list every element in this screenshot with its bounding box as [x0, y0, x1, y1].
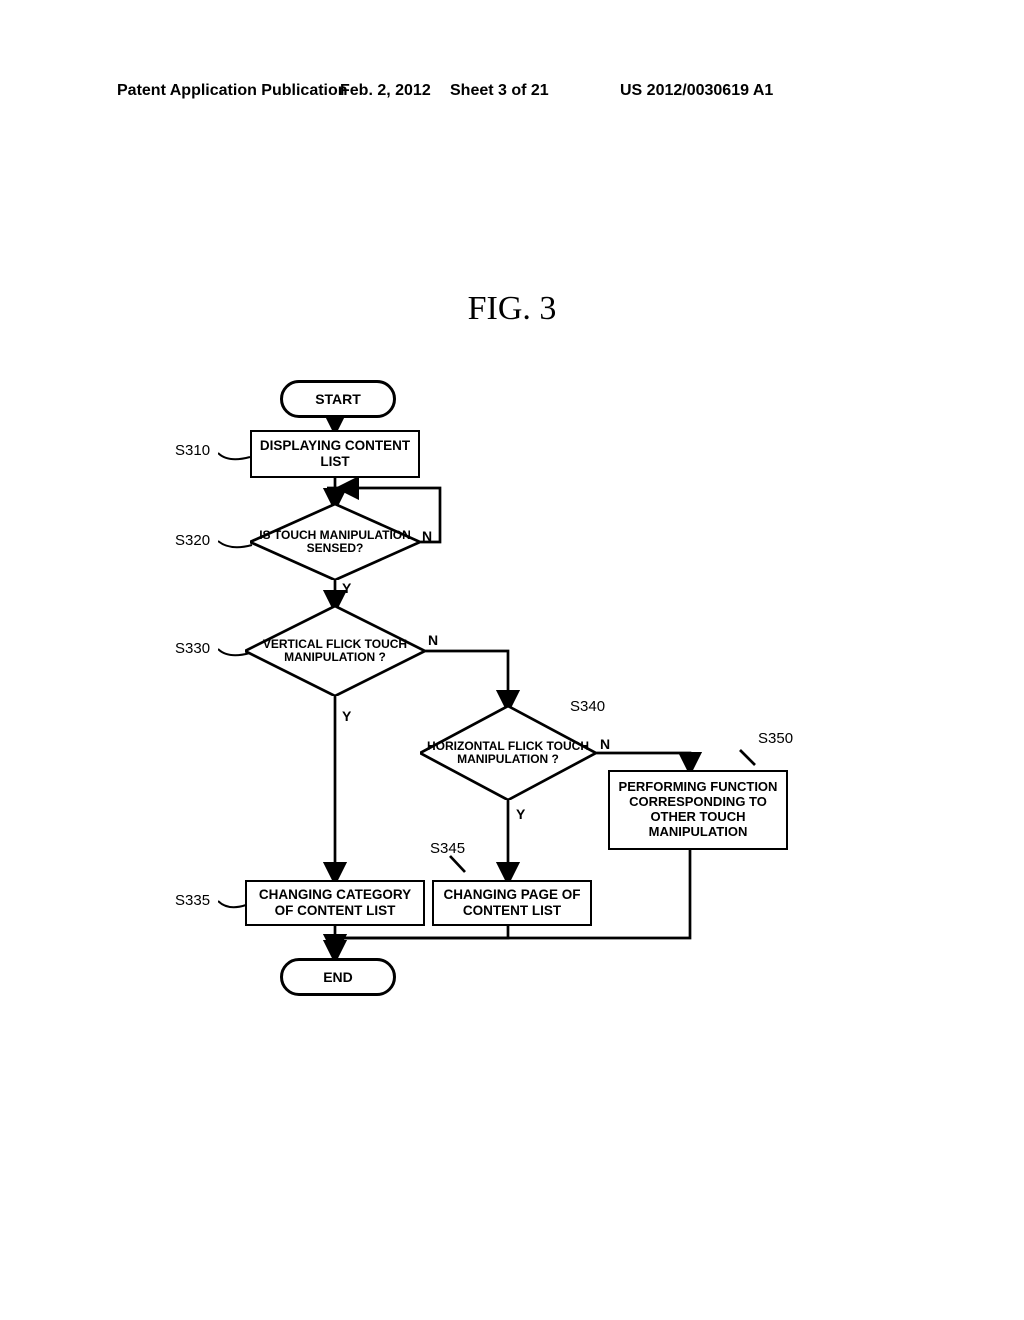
decision-s340: HORIZONTAL FLICK TOUCH MANIPULATION ? [420, 706, 596, 800]
leader-s320 [218, 538, 254, 552]
ref-s310: S310 [175, 442, 210, 459]
label-s340-yes: Y [516, 806, 525, 822]
process-s335: CHANGING CATEGORY OF CONTENT LIST [245, 880, 425, 926]
ref-s320: S320 [175, 532, 210, 549]
header-left: Patent Application Publication [117, 82, 348, 100]
decision-s330: VERTICAL FLICK TOUCH MANIPULATION ? [245, 606, 425, 696]
label-s330-yes: Y [342, 708, 351, 724]
ref-s340: S340 [570, 698, 605, 715]
leader-s330 [218, 646, 252, 660]
header-pubno: US 2012/0030619 A1 [620, 82, 773, 100]
decision-s320-text: IS TOUCH MANIPULATION SENSED? [250, 504, 420, 580]
process-s310: DISPLAYING CONTENT LIST [250, 430, 420, 478]
flowchart: START DISPLAYING CONTENT LIST S310 IS TO… [130, 370, 890, 1020]
label-s340-no: N [600, 736, 610, 752]
process-s350: PERFORMING FUNCTION CORRESPONDING TO OTH… [608, 770, 788, 850]
terminal-start-label: START [315, 391, 361, 407]
terminal-start: START [280, 380, 396, 418]
header-sheet: Sheet 3 of 21 [450, 82, 549, 100]
terminal-end: END [280, 958, 396, 996]
process-s310-text: DISPLAYING CONTENT LIST [256, 438, 414, 469]
ref-s335: S335 [175, 892, 210, 909]
decision-s320: IS TOUCH MANIPULATION SENSED? [250, 504, 420, 580]
ref-s350: S350 [758, 730, 793, 747]
process-s345: CHANGING PAGE OF CONTENT LIST [432, 880, 592, 926]
decision-s340-text: HORIZONTAL FLICK TOUCH MANIPULATION ? [420, 706, 596, 800]
ref-s345: S345 [430, 840, 465, 857]
decision-s330-text: VERTICAL FLICK TOUCH MANIPULATION ? [245, 606, 425, 696]
figure-title: FIG. 3 [0, 290, 1024, 328]
leader-s310 [218, 450, 252, 464]
terminal-end-label: END [323, 969, 353, 985]
label-s320-yes: Y [342, 580, 351, 596]
label-s320-no: N [422, 528, 432, 544]
label-s330-no: N [428, 632, 438, 648]
ref-s330: S330 [175, 640, 210, 657]
process-s345-text: CHANGING PAGE OF CONTENT LIST [438, 887, 586, 918]
header-date: Feb. 2, 2012 [340, 82, 431, 100]
page: Patent Application Publication Feb. 2, 2… [0, 0, 1024, 1320]
process-s350-text: PERFORMING FUNCTION CORRESPONDING TO OTH… [614, 780, 782, 840]
process-s335-text: CHANGING CATEGORY OF CONTENT LIST [251, 887, 419, 918]
leader-s335 [218, 898, 248, 912]
